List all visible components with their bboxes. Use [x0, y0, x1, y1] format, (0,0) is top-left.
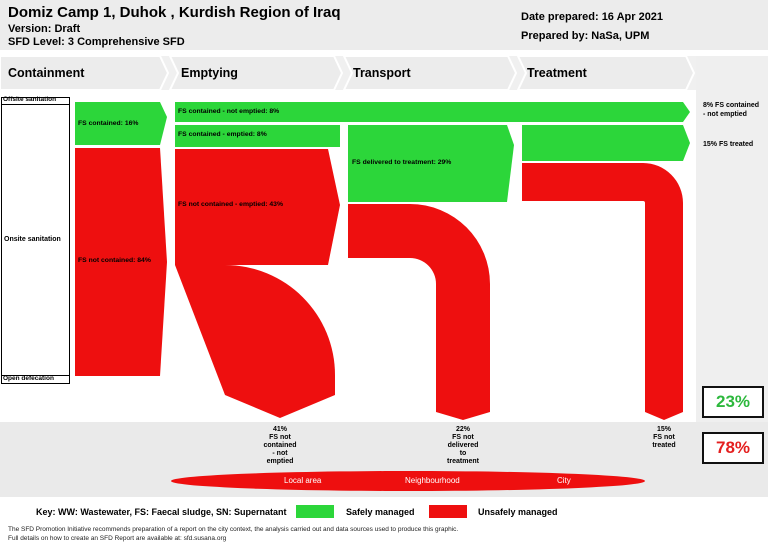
- output-not-treated: 15% FS not treated: [652, 426, 676, 449]
- output-not-delivered: 22% FS not delivered to treatment: [447, 426, 479, 465]
- onsite-label: Onsite sanitation: [4, 236, 61, 243]
- area-city: City: [557, 476, 571, 485]
- stage-containment: Containment: [8, 66, 85, 80]
- flow-contained-emptied: [175, 125, 340, 147]
- label-right-not-emptied: 8% FS contained - not emptied: [703, 102, 760, 118]
- page-title: Domiz Camp 1, Duhok , Kurdish Region of …: [8, 4, 341, 21]
- stage-arrow-emptying: [168, 56, 344, 90]
- stage-arrows: [0, 56, 696, 90]
- label-not-contained-emptied: FS not contained - emptied: 43%: [178, 201, 283, 208]
- footnote-2: Full details on how to create an SFD Rep…: [8, 535, 227, 542]
- offsite-label: Offsite sanitation: [3, 96, 57, 103]
- area-neighbourhood: Neighbourhood: [405, 476, 460, 485]
- header-band: [0, 0, 768, 50]
- open-defecation-label: Open defecation: [3, 375, 54, 382]
- stage-emptying: Emptying: [181, 66, 238, 80]
- area-local: Local area: [284, 476, 322, 485]
- stage-transport: Transport: [353, 66, 411, 80]
- footnote-1: The SFD Promotion Initiative recommends …: [8, 526, 459, 533]
- date-prepared: Date prepared: 16 Apr 2021: [521, 11, 664, 23]
- key-unsafe-swatch: [429, 505, 467, 518]
- stage-arrow-transport: [342, 56, 518, 90]
- key-text: Key: WW: Wastewater, FS: Faecal sludge, …: [36, 507, 287, 517]
- key-unsafe-label: Unsafely managed: [478, 507, 558, 517]
- flow-delivered-transport: [348, 125, 514, 202]
- flow-contained-not-emptied: [175, 102, 690, 122]
- stage-arrow-containment: [0, 56, 170, 90]
- label-contained: FS contained: 16%: [78, 120, 139, 127]
- stage-arrow-treatment: [516, 56, 696, 90]
- flow-not-treated: [522, 163, 683, 420]
- open-defecation-box: [1, 375, 70, 384]
- label-contained-not-emptied: FS contained - not emptied: 8%: [178, 108, 280, 115]
- label-contained-emptied: FS contained - emptied: 8%: [178, 131, 267, 138]
- safe-total-box: 23%: [702, 386, 764, 418]
- outcome-panel: [696, 56, 768, 422]
- sfd-level-label: SFD Level: 3 Comprehensive SFD: [8, 36, 185, 48]
- label-delivered-to-treatment: FS delivered to treatment: 29%: [352, 159, 452, 166]
- flow-delivered-treatment: [522, 125, 690, 161]
- flow-not-contained: [75, 148, 167, 376]
- unsafe-total-box: 78%: [702, 432, 764, 464]
- prepared-by: Prepared by: NaSa, UPM: [521, 30, 650, 42]
- stage-treatment: Treatment: [527, 66, 587, 80]
- label-not-contained: FS not contained: 84%: [78, 257, 151, 264]
- area-ellipse: [171, 471, 645, 491]
- onsite-box: [1, 104, 70, 376]
- flow-not-delivered: [348, 204, 490, 420]
- label-right-treated: 15% FS treated: [703, 141, 754, 148]
- version-label: Version: Draft: [8, 23, 81, 35]
- flow-contained: [75, 102, 167, 145]
- flow-not-contained-not-emptied: [175, 265, 335, 418]
- output-not-contained-not-emptied: 41% FS not contained - not emptied: [263, 426, 297, 465]
- flow-not-contained-emptied: [175, 149, 340, 265]
- key-safe-label: Safely managed: [346, 507, 415, 517]
- key-safe-swatch: [296, 505, 334, 518]
